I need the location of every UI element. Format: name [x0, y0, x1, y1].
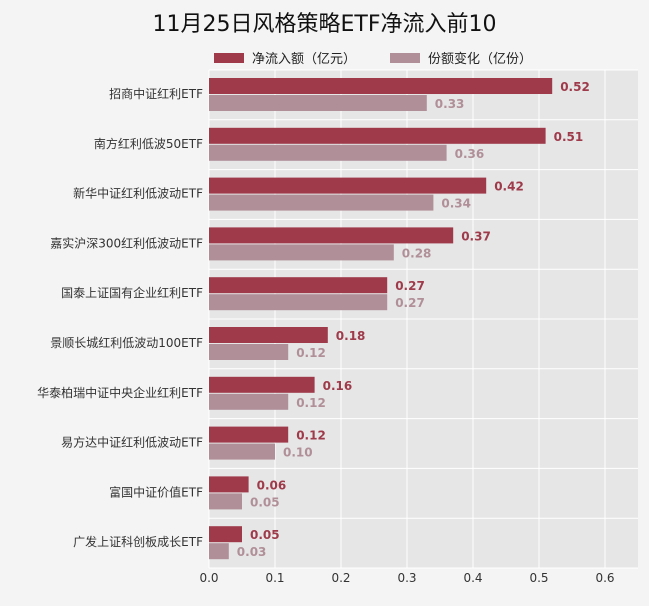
category-label: 嘉实沪深300红利低波动ETF	[50, 235, 203, 250]
category-label: 新华中证红利低波动ETF	[73, 186, 203, 201]
x-tick-label: 0.1	[265, 571, 284, 585]
data-label-share-change: 0.12	[296, 396, 326, 410]
data-label-net-inflow: 0.12	[296, 429, 326, 443]
data-label-share-change: 0.33	[435, 97, 465, 111]
bar-share-change	[209, 344, 289, 360]
bar-share-change	[209, 493, 242, 510]
bar-net-inflow	[209, 177, 487, 194]
data-label-share-change: 0.05	[250, 495, 280, 509]
data-label-share-change: 0.10	[283, 446, 313, 460]
bar-share-change	[209, 393, 289, 410]
legend-item-share-change: 份额变化（亿份）	[390, 48, 532, 67]
legend-item-net-inflow: 净流入额（亿元）	[214, 48, 356, 67]
bar-net-inflow	[209, 476, 249, 493]
bar-net-inflow	[209, 526, 242, 543]
category-label: 易方达中证红利低波动ETF	[61, 435, 203, 450]
bar-net-inflow	[209, 376, 315, 393]
data-label-net-inflow: 0.18	[336, 329, 366, 343]
x-tick-label: 0.3	[397, 571, 416, 585]
bar-share-change	[209, 95, 427, 111]
legend: 净流入额（亿元） 份额变化（亿份）	[214, 48, 566, 67]
data-label-net-inflow: 0.37	[461, 229, 491, 243]
bar-net-inflow	[209, 327, 328, 343]
bar-net-inflow	[209, 127, 546, 144]
bar-share-change	[209, 194, 434, 211]
x-tick-label: 0.2	[331, 571, 350, 585]
bar-net-inflow	[209, 277, 388, 294]
category-label: 华泰柏瑞中证中央企业红利ETF	[37, 385, 203, 400]
bar-share-change	[209, 294, 388, 311]
data-label-share-change: 0.36	[455, 147, 485, 161]
x-tick-label: 0.5	[529, 571, 548, 585]
data-label-net-inflow: 0.52	[560, 80, 590, 94]
data-label-share-change: 0.34	[441, 197, 471, 211]
data-label-net-inflow: 0.05	[250, 528, 280, 542]
bar-net-inflow	[209, 426, 289, 443]
data-label-share-change: 0.12	[296, 346, 326, 360]
category-label: 国泰上证国有企业红利ETF	[61, 285, 203, 300]
legend-label-net-inflow: 净流入额（亿元）	[252, 52, 357, 67]
bar-net-inflow	[209, 78, 553, 94]
bar-share-change	[209, 543, 229, 560]
legend-swatch-net-inflow	[214, 52, 244, 63]
category-label: 南方红利低波50ETF	[94, 136, 203, 151]
data-label-net-inflow: 0.06	[257, 478, 287, 492]
x-tick-label: 0.6	[595, 571, 614, 585]
chart-title: 11月25日风格策略ETF净流入前10	[152, 12, 497, 37]
data-label-net-inflow: 0.16	[323, 379, 353, 393]
data-label-share-change: 0.28	[402, 246, 432, 260]
bar-net-inflow	[209, 227, 454, 244]
x-tick-label: 0.4	[463, 571, 482, 585]
data-label-net-inflow: 0.42	[494, 180, 524, 194]
data-label-net-inflow: 0.51	[554, 130, 584, 144]
bar-share-change	[209, 244, 394, 261]
category-label: 招商中证红利ETF	[109, 86, 203, 101]
legend-swatch-share-change	[390, 52, 421, 63]
bar-share-change	[209, 144, 447, 161]
data-label-share-change: 0.03	[237, 545, 267, 559]
data-label-share-change: 0.27	[395, 296, 425, 310]
bar-share-change	[209, 443, 275, 460]
category-label: 广发上证科创板成长ETF	[73, 534, 203, 549]
legend-label-share-change: 份额变化（亿份）	[428, 52, 533, 67]
category-label: 景顺长城红利低波动100ETF	[50, 335, 203, 350]
category-label: 富国中证价值ETF	[109, 484, 203, 499]
x-tick-label: 0.0	[199, 571, 218, 585]
data-label-net-inflow: 0.27	[395, 279, 425, 293]
